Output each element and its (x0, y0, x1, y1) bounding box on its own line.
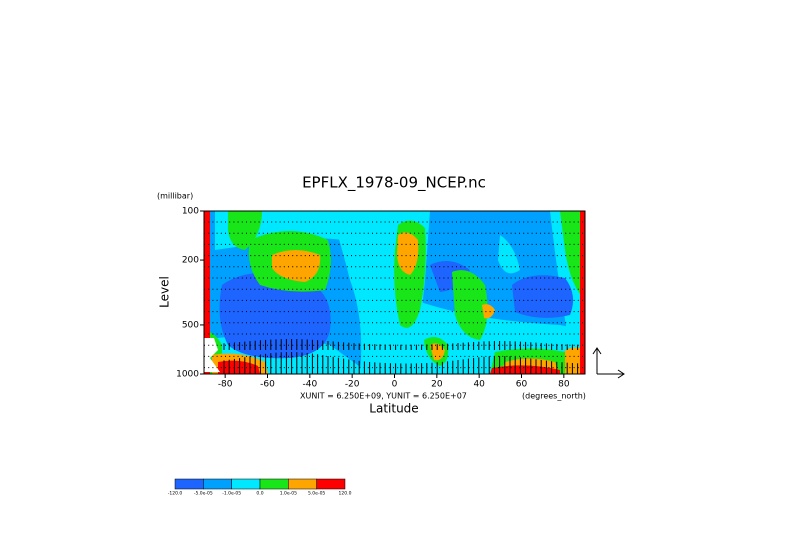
blue-regions (219, 261, 574, 359)
colorbar-label: -5.0e-05 (194, 491, 213, 497)
colorbar-label: 120.0 (339, 491, 352, 497)
missing-data (204, 338, 220, 372)
x-tick-label: 40 (473, 380, 485, 390)
x-tick-label: -80 (218, 380, 233, 390)
y-tick-label: 200 (182, 256, 199, 266)
colorbar-box (259, 478, 289, 490)
y-tick-label: 1000 (176, 370, 199, 380)
x-tick-label: 0 (392, 380, 398, 390)
y-tick-label: 500 (182, 320, 199, 330)
x-tick-label: 60 (516, 380, 528, 390)
x-tick-label: -40 (302, 380, 317, 390)
x-tick-label: 80 (558, 380, 570, 390)
colorbar-label: -120.0 (168, 491, 183, 497)
colorbar-box (174, 478, 204, 490)
colorbar-box (288, 478, 317, 490)
contour-field (204, 211, 585, 374)
x-tick-label: -60 (260, 380, 275, 390)
y-unit: (millibar) (157, 192, 193, 201)
colorbar-box (316, 478, 346, 490)
flux-vectors (204, 221, 585, 374)
chart-title: EPFLX_1978-09_NCEP.nc (302, 174, 486, 193)
x-tick-label: 20 (431, 380, 443, 390)
y-axis-label: Level (158, 276, 172, 308)
colorbar-box (231, 478, 261, 490)
colorbar-box (203, 478, 232, 490)
colorbar-label: 5.0e-05 (308, 491, 325, 497)
colorbar-label: 0.0 (256, 491, 263, 497)
y-tick-label: 100 (182, 207, 199, 217)
vector-units: XUNIT = 6.250E+09, YUNIT = 6.250E+07 (300, 392, 467, 401)
x-axis-label: Latitude (369, 402, 418, 416)
colorbar-label: 1.0e-05 (280, 491, 297, 497)
x-tick-label: -20 (345, 380, 360, 390)
x-unit: (degrees_north) (522, 392, 586, 401)
reference-vector (592, 347, 625, 379)
colorbar-label: -1.0e-05 (222, 491, 241, 497)
